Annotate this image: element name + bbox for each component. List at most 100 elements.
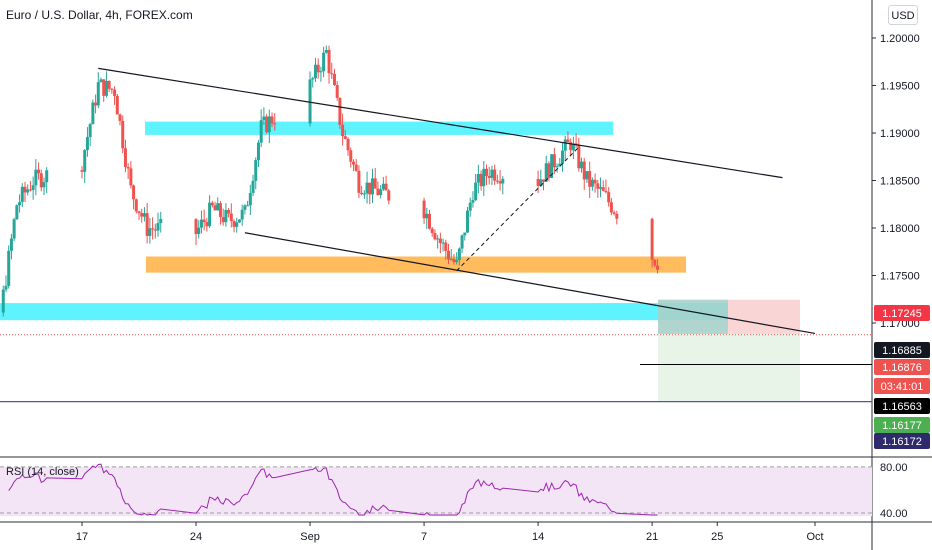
candle-body — [585, 171, 589, 180]
candle-body — [357, 170, 361, 193]
candle-body — [12, 219, 16, 239]
candle-body — [126, 167, 130, 169]
price-badge — [874, 342, 930, 358]
candle-body — [205, 222, 209, 227]
candle-body — [449, 258, 453, 260]
candle-body — [466, 210, 470, 233]
candle-body — [433, 233, 437, 240]
dashed-move-line — [456, 146, 580, 272]
candle-body — [447, 250, 450, 260]
candle-body — [107, 80, 111, 89]
candle-body — [376, 188, 380, 196]
candle-body — [243, 205, 247, 210]
candle-body — [370, 178, 374, 195]
candle-body — [132, 185, 136, 200]
price-badge — [874, 359, 930, 375]
rsi-axis-label: 80.00 — [880, 462, 908, 474]
candle-body — [142, 213, 146, 217]
x-tick-label: 25 — [711, 531, 723, 543]
candle-body — [566, 139, 570, 143]
price-badge-label: 1.16876 — [882, 362, 922, 374]
candle-body — [612, 212, 616, 214]
candle-body — [341, 124, 345, 137]
candle-body — [232, 221, 236, 227]
candle-body — [148, 228, 152, 236]
candle-body — [159, 219, 163, 224]
candle-body — [210, 202, 214, 206]
candle-body — [104, 80, 108, 96]
price-badge-label: 1.16885 — [882, 345, 922, 357]
candle-body — [197, 227, 201, 234]
candle-body — [23, 186, 27, 193]
candle-body — [536, 178, 540, 186]
candle-body — [601, 187, 605, 191]
candle-body — [544, 163, 548, 182]
x-tick-label: 24 — [190, 531, 202, 543]
price-badge-label: 1.16563 — [882, 401, 922, 413]
candle-body — [42, 182, 46, 188]
candle-body — [485, 168, 489, 176]
candle-body — [558, 163, 562, 167]
candle-body — [609, 202, 613, 213]
price-badge — [874, 378, 930, 394]
candle-body — [313, 64, 317, 79]
candle-body — [246, 205, 250, 207]
candle-body — [262, 116, 266, 121]
candle-body — [254, 159, 258, 181]
candle-body — [26, 189, 30, 193]
rsi-label: RSI (14, close) — [6, 466, 79, 478]
candle-body — [270, 116, 274, 124]
candle-body — [218, 203, 222, 218]
candle-body — [577, 145, 581, 169]
candle-body — [501, 178, 505, 184]
currency-button[interactable]: USD — [888, 5, 918, 25]
candle-body — [94, 102, 98, 106]
candle-body — [482, 168, 486, 187]
candle-body — [563, 139, 567, 151]
zone-middle — [146, 256, 686, 273]
candle-body — [487, 175, 491, 178]
candle-body — [452, 258, 456, 263]
x-tick-label: 7 — [421, 531, 427, 543]
price-badge — [874, 398, 930, 414]
candle-body — [256, 142, 260, 160]
candle-body — [495, 180, 499, 182]
candle-body — [387, 190, 391, 201]
candle-body — [354, 164, 358, 171]
y-tick-label: 1.18500 — [880, 176, 920, 188]
candle-body — [45, 170, 49, 183]
candle-body — [15, 205, 19, 220]
candle-body — [607, 192, 611, 203]
y-tick-label: 1.19000 — [880, 128, 920, 140]
candle-body — [1, 289, 5, 313]
candle-body — [194, 219, 198, 234]
candle-body — [311, 78, 315, 80]
candle-body — [547, 163, 551, 178]
candle-body — [455, 260, 459, 263]
candle-body — [80, 170, 84, 172]
position-target-area — [658, 333, 800, 402]
candle-body — [561, 150, 565, 164]
candle-body — [140, 213, 144, 217]
position-overlap — [658, 299, 728, 334]
candle-body — [37, 169, 41, 174]
candle-body — [18, 202, 22, 206]
candle-body — [99, 79, 103, 83]
candle-body — [479, 173, 483, 187]
candle-body — [384, 183, 388, 191]
candle-body — [227, 209, 231, 214]
candle-body — [599, 187, 603, 189]
y-tick-label: 1.20000 — [880, 33, 920, 45]
candle-body — [213, 205, 217, 211]
candle-body — [596, 183, 600, 189]
candle-body — [552, 154, 556, 168]
candle-body — [590, 179, 594, 187]
candle-body — [327, 49, 331, 74]
price-badge — [874, 433, 930, 449]
candle-body — [88, 124, 92, 138]
candle-body — [463, 232, 467, 236]
candle-body — [474, 182, 478, 201]
candle-body — [153, 229, 157, 231]
candle-body — [134, 199, 138, 212]
